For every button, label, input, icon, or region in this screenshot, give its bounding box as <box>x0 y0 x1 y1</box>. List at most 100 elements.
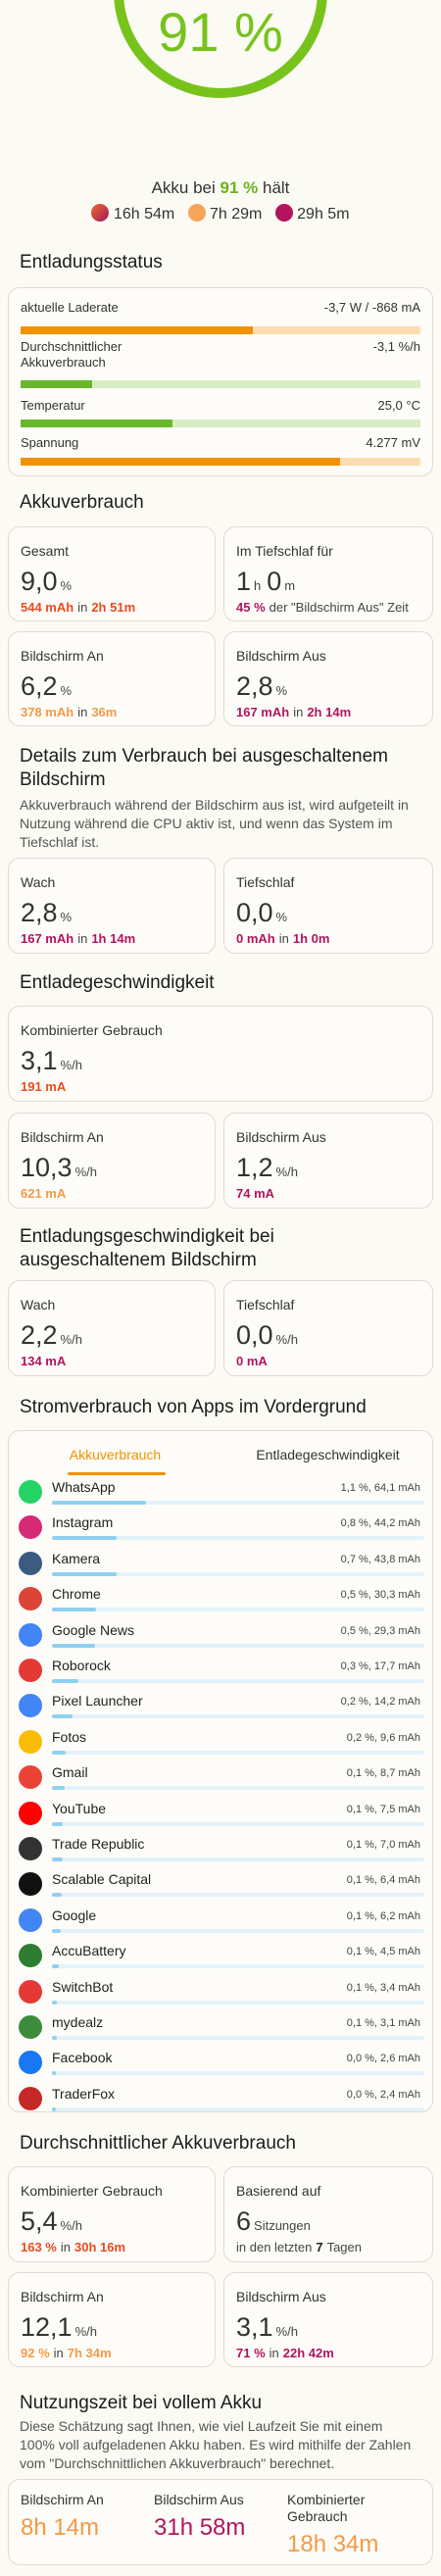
card-detail: 74 mA <box>236 1186 278 1201</box>
time-screen-on: 7h 29m <box>209 206 263 223</box>
detail-highlight: 2h 51m <box>91 600 136 615</box>
tab-active[interactable]: Akkuverbrauch <box>69 1447 162 1462</box>
app-name: TraderFox <box>52 2085 116 2102</box>
app-bar <box>52 1821 64 1826</box>
app-bar-track <box>52 1679 424 1683</box>
status-bar-fill <box>21 380 93 388</box>
value-number: 6,2 <box>21 671 58 701</box>
value-unit: %/h <box>60 2218 82 2233</box>
tab[interactable]: Entladegeschwindigkeit <box>256 1447 400 1462</box>
status-row: aktuelle Laderate -3,7 W / -868 mA <box>21 300 420 316</box>
runtime-item: Kombinierter Gebrauch 18h 34m <box>287 2492 405 2558</box>
app-icon <box>19 2015 42 2039</box>
card-detail: 0 mA <box>236 1354 271 1368</box>
app-icon <box>19 1837 42 1860</box>
value-unit: h <box>254 578 262 593</box>
value-unit: % <box>275 910 288 924</box>
card-label: Tiefschlaf <box>236 1297 295 1313</box>
card-value: 2,2 %/h <box>21 1320 88 1351</box>
detail-text: in den letzten <box>236 2240 313 2254</box>
detail-text: in <box>53 2346 64 2360</box>
app-name: Trade Republic <box>52 1836 145 1852</box>
card-detail: 134 mA <box>21 1354 70 1368</box>
app-bar-track <box>52 2106 424 2111</box>
app-icon <box>19 2086 42 2110</box>
app-icon <box>19 1659 42 1682</box>
detail-highlight: 0 mA <box>236 1354 268 1368</box>
app-usage: 0,0 %, 2,4 mAh <box>346 2088 420 2101</box>
app-name: SwitchBot <box>52 1978 114 1995</box>
detail-highlight: 163 % <box>21 2240 57 2254</box>
app-usage: 0,1 %, 4,5 mAh <box>346 1946 420 1958</box>
app-bar <box>52 2036 57 2040</box>
runtime-item: Bildschirm An 8h 14m <box>21 2492 138 2542</box>
app-icon <box>19 1907 42 1932</box>
detail-text: Tagen <box>326 2240 362 2254</box>
battery-percent: 91 % <box>158 1 283 63</box>
card-detail: 163 % in 30h 16m <box>21 2240 129 2254</box>
card-detail: 71 % in 22h 42m <box>236 2346 338 2360</box>
app-bar <box>52 1608 97 1612</box>
app-bar-track <box>52 1928 424 1933</box>
app-name: Roborock <box>52 1658 111 1673</box>
status-bar-track <box>21 326 420 334</box>
value-number: 1,2 <box>236 1153 273 1182</box>
value-number: 1 <box>236 567 252 596</box>
stat-card: Wach 2,2 %/h 134 mA <box>8 1280 216 1376</box>
app-name: Gmail <box>52 1764 88 1781</box>
value-number: 9,0 <box>21 567 58 596</box>
card-value: 2,8% <box>236 671 293 702</box>
detail-text: in <box>60 2240 71 2254</box>
app-usage: 0,1 %, 8,7 mAh <box>346 1767 420 1780</box>
stat-card: Im Tiefschlaf für 1 h 0 m 45 % der "Bildschirm… <box>223 526 433 621</box>
status-bar-fill <box>21 458 341 466</box>
detail-highlight: 74 mA <box>236 1186 275 1201</box>
card-detail: 621 mA <box>21 1186 70 1201</box>
card-label: Bildschirm An <box>21 2289 104 2304</box>
detail-highlight: 36m <box>91 705 118 719</box>
status-row: Durchschnittlicher Akkuverbrauch -3,1 %/h <box>21 339 420 371</box>
battery-gauge: 91 % <box>114 0 327 98</box>
app-icon <box>19 1979 42 2004</box>
app-usage: 0,2 %, 14,2 mAh <box>340 1696 420 1709</box>
status-label: Temperatur <box>21 398 85 413</box>
card-label: Bildschirm Aus <box>236 648 326 664</box>
detail-highlight: 22h 42m <box>282 2346 334 2360</box>
value-number: 3,1 <box>236 2312 273 2342</box>
stat-card: Basierend auf 6 Sitzungen in den letzten 7 Ta… <box>223 2166 433 2262</box>
apps-card: Akkuverbrauch Entladegeschwindigkeit Wha… <box>8 1430 433 2112</box>
time-screen-off: 29h 5m <box>297 206 350 223</box>
value-unit: %/h <box>74 2324 97 2339</box>
time-row: 16h 54m 7h 29m 29h 5m <box>0 204 441 223</box>
detail-text: in <box>269 2346 279 2360</box>
value-number: 2,8 <box>236 671 273 701</box>
card-detail: 0 mAh in 1h 0m <box>236 931 333 946</box>
app-name: Fotos <box>52 1728 87 1745</box>
icon-screen-on <box>187 204 206 222</box>
card-label: Wach <box>21 1297 56 1313</box>
stat-card: Kombinierter Gebrauch 3,1 %/h 191 mA <box>8 1006 433 1102</box>
section-description: Akkuverbrauch während der Bildschirm aus… <box>20 797 409 850</box>
section-title: Stromverbrauch von Apps im Vordergrund <box>20 1397 367 1417</box>
detail-text: in <box>293 705 304 719</box>
app-name: Scalable Capital <box>52 1871 152 1888</box>
app-bar <box>52 1858 63 1861</box>
value-number: 2,8 <box>21 898 58 927</box>
status-card: aktuelle Laderate -3,7 W / -868 mA Durchsc… <box>8 287 433 476</box>
value-unit: % <box>60 910 73 924</box>
app-bar-track <box>52 2071 424 2076</box>
card-value: 9,0% <box>21 567 77 597</box>
detail-text: in <box>77 705 88 719</box>
stat-card: Tiefschlaf 0,0 %/h 0 mA <box>223 1280 433 1376</box>
value-unit: %/h <box>275 1164 298 1179</box>
icon-combined <box>91 204 110 222</box>
detail-highlight: 544 mAh <box>21 600 74 615</box>
detail-highlight: 92 % <box>21 2346 50 2360</box>
app-usage: 0,0 %, 2,6 mAh <box>346 2053 420 2065</box>
status-row: Temperatur 25,0 °C <box>21 398 420 414</box>
app-icon <box>19 1587 42 1611</box>
detail-highlight: 167 mAh <box>21 931 74 946</box>
value-number: 3,1 <box>21 1046 58 1075</box>
card-detail: 378 mAh in 36m <box>21 705 121 719</box>
